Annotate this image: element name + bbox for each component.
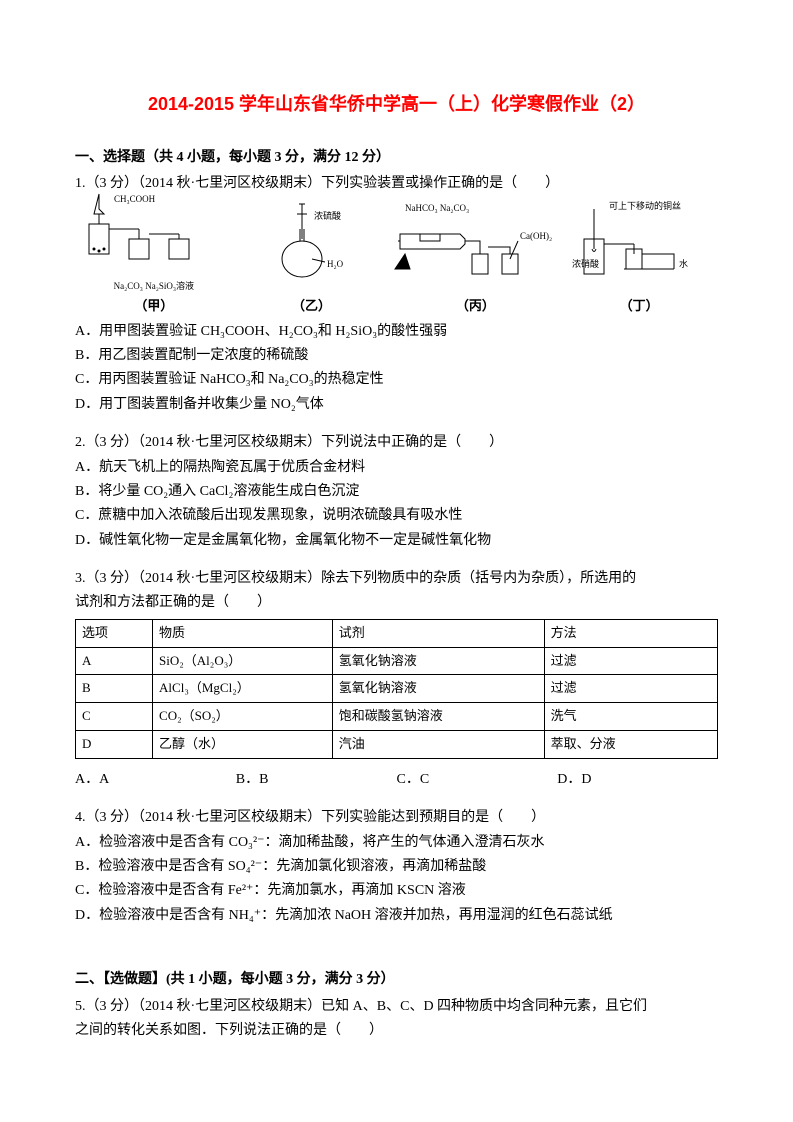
- cell: C: [76, 703, 153, 731]
- cell: A: [76, 647, 153, 675]
- q4-optB: B．检验溶液中是否含有 SO₄²⁻：先滴加氯化钡溶液，再滴加稀盐酸: [75, 856, 718, 878]
- q2-optD: D．碱性氧化物一定是金属氧化物，金属氧化物不一定是碱性氧化物: [75, 530, 718, 552]
- table-row: D 乙醇（水） 汽油 萃取、分液: [76, 731, 718, 759]
- section2-header: 二、【选做题】(共 1 小题，每小题 3 分，满分 3 分）: [75, 969, 718, 991]
- q2-stem: 2.（3 分）（2014 秋·七里河区校级期末）下列说法中正确的是（ ）: [75, 432, 718, 454]
- bing-label1: NaHCO₃ Na₂CO₃: [405, 203, 469, 213]
- q1-optA: A．用甲图装置验证 CH₃COOH、H₂CO₃和 H₂SiO₃的酸性强弱: [75, 321, 718, 343]
- cell: 氢氧化钠溶液: [332, 675, 544, 703]
- q1-optC: C．用丙图装置验证 NaHCO₃和 Na₂CO₃的热稳定性: [75, 369, 718, 391]
- diagram-jia: CH₃COOH Na₂CO₃ Na₂SiO₃溶液 （甲）: [75, 184, 233, 316]
- cell: 过滤: [544, 675, 717, 703]
- q1-optD: D．用丁图装置制备并收集少量 NO₂气体: [75, 394, 718, 416]
- question-4: 4.（3 分）（2014 秋·七里河区校级期末）下列实验能达到预期目的是（ ） …: [75, 807, 718, 927]
- cell: AlCl₃（MgCl₂）: [153, 675, 333, 703]
- q4-optC: C．检验溶液中是否含有 Fe²⁺：先滴加氯水，再滴加 KSCN 溶液: [75, 880, 718, 902]
- table-row: A SiO₂（Al₂O₃） 氢氧化钠溶液 过滤: [76, 647, 718, 675]
- cell: SiO₂（Al₂O₃）: [153, 647, 333, 675]
- apparatus-jia-icon: CH₃COOH: [79, 184, 229, 279]
- apparatus-yi-icon: 浓硫酸 H₂O: [252, 199, 372, 294]
- th-3: 方法: [544, 619, 717, 647]
- q2-optB: B．将少量 CO₂通入 CaCl₂溶液能生成白色沉淀: [75, 481, 718, 503]
- ding-label3: 水: [679, 258, 688, 269]
- cell: 洗气: [544, 703, 717, 731]
- section1-header: 一、选择题（共 4 小题，每小题 3 分，满分 12 分）: [75, 147, 718, 169]
- jia-label1: CH₃COOH: [114, 194, 156, 204]
- diagram-bing: NaHCO₃ Na₂CO₃ Ca(OH)₂ （丙）: [390, 199, 560, 317]
- q4-optD: D．检验溶液中是否含有 NH₄⁺：先滴加浓 NaOH 溶液并加热，再用湿润的红色…: [75, 905, 718, 927]
- q4-stem: 4.（3 分）（2014 秋·七里河区校级期末）下列实验能达到预期目的是（ ）: [75, 807, 718, 829]
- q3-options: A．A B．B C．C D．D: [75, 769, 718, 791]
- page-title: 2014-2015 学年山东省华侨中学高一（上）化学寒假作业（2）: [75, 90, 718, 119]
- q3-stem1: 3.（3 分）（2014 秋·七里河区校级期末）除去下列物质中的杂质（括号内为杂…: [75, 568, 718, 590]
- q1-diagrams: CH₃COOH Na₂CO₃ Na₂SiO₃溶液 （甲） 浓硫酸 H₂O: [75, 202, 718, 317]
- th-2: 试剂: [332, 619, 544, 647]
- q3-stem2: 试剂和方法都正确的是（ ）: [75, 592, 718, 614]
- q4-optA: A．检验溶液中是否含有 CO₃²⁻：滴加稀盐酸，将产生的气体通入澄清石灰水: [75, 832, 718, 854]
- cell: 乙醇（水）: [153, 731, 333, 759]
- diagram-yi: 浓硫酸 H₂O （乙）: [233, 199, 391, 317]
- cell: 过滤: [544, 647, 717, 675]
- yi-label2: H₂O: [327, 259, 344, 269]
- cell: CO₂（SO₂）: [153, 703, 333, 731]
- q3-optD: D．D: [557, 769, 718, 791]
- question-5: 5.（3 分）（2014 秋·七里河区校级期末）已知 A、B、C、D 四种物质中…: [75, 996, 718, 1043]
- yi-caption: （乙）: [233, 296, 391, 317]
- bing-caption: （丙）: [390, 296, 560, 317]
- cell: B: [76, 675, 153, 703]
- ding-label2: 浓硝酸: [572, 258, 599, 269]
- ding-caption: （丁）: [560, 296, 718, 317]
- q3-optA: A．A: [75, 769, 236, 791]
- question-2: 2.（3 分）（2014 秋·七里河区校级期末）下列说法中正确的是（ ） A．航…: [75, 432, 718, 552]
- table-header-row: 选项 物质 试剂 方法: [76, 619, 718, 647]
- q3-optC: C．C: [397, 769, 558, 791]
- cell: 汽油: [332, 731, 544, 759]
- th-1: 物质: [153, 619, 333, 647]
- table-row: C CO₂（SO₂） 饱和碳酸氢钠溶液 洗气: [76, 703, 718, 731]
- bing-label2: Ca(OH)₂: [520, 231, 552, 241]
- cell: 氢氧化钠溶液: [332, 647, 544, 675]
- q5-stem1: 5.（3 分）（2014 秋·七里河区校级期末）已知 A、B、C、D 四种物质中…: [75, 996, 718, 1018]
- cell: 饱和碳酸氢钠溶液: [332, 703, 544, 731]
- q2-optC: C．蔗糖中加入浓硫酸后出现发黑现象，说明浓硫酸具有吸水性: [75, 505, 718, 527]
- ding-label1: 可上下移动的铜丝: [609, 200, 681, 211]
- apparatus-bing-icon: NaHCO₃ Na₂CO₃ Ca(OH)₂: [390, 199, 560, 294]
- question-3: 3.（3 分）（2014 秋·七里河区校级期末）除去下列物质中的杂质（括号内为杂…: [75, 568, 718, 791]
- q3-table: 选项 物质 试剂 方法 A SiO₂（Al₂O₃） 氢氧化钠溶液 过滤 B Al…: [75, 619, 718, 759]
- diagram-ding: 可上下移动的铜丝 浓硝酸 水 （丁）: [560, 199, 718, 317]
- q1-optB: B．用乙图装置配制一定浓度的稀硫酸: [75, 345, 718, 367]
- q3-optB: B．B: [236, 769, 397, 791]
- jia-label2: Na₂CO₃ Na₂SiO₃溶液: [75, 279, 233, 293]
- jia-caption: （甲）: [75, 296, 233, 317]
- table-row: B AlCl₃（MgCl₂） 氢氧化钠溶液 过滤: [76, 675, 718, 703]
- q5-stem2: 之间的转化关系如图．下列说法正确的是（ ）: [75, 1020, 718, 1042]
- th-0: 选项: [76, 619, 153, 647]
- cell: D: [76, 731, 153, 759]
- cell: 萃取、分液: [544, 731, 717, 759]
- q2-optA: A．航天飞机上的隔热陶瓷瓦属于优质合金材料: [75, 457, 718, 479]
- apparatus-ding-icon: 可上下移动的铜丝 浓硝酸 水: [564, 199, 714, 294]
- question-1: 1.（3 分）（2014 秋·七里河区校级期末）下列实验装置或操作正确的是（ ）: [75, 173, 718, 416]
- yi-label1: 浓硫酸: [314, 210, 341, 221]
